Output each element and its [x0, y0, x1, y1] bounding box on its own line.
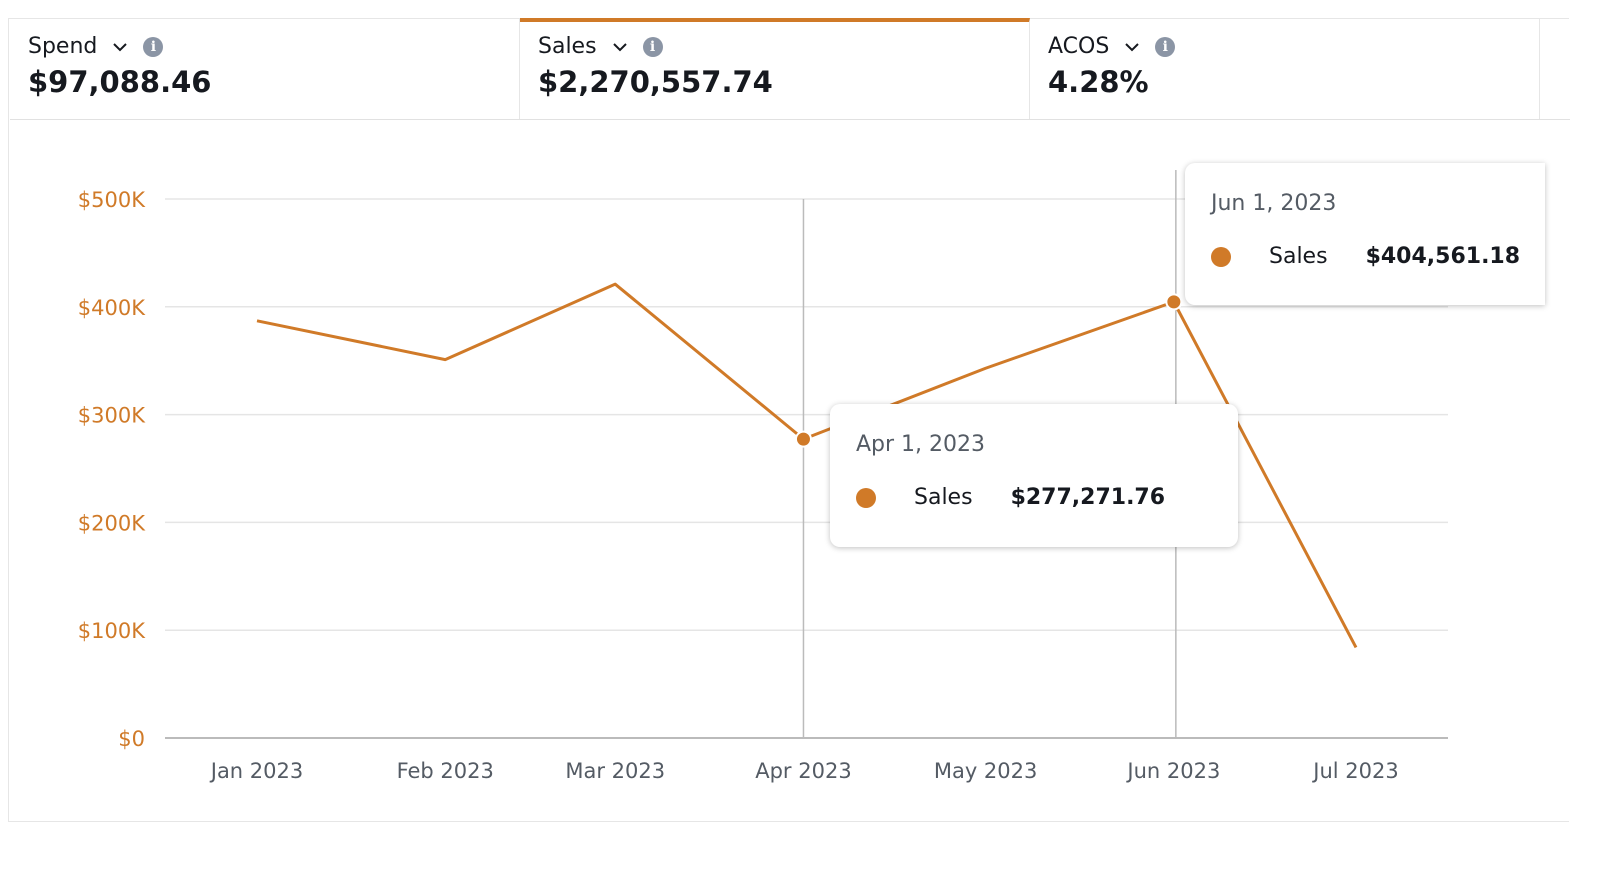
- y-tick-label: $200K: [78, 511, 146, 535]
- tooltip-series: Sales: [914, 485, 973, 510]
- series-dot-icon: [1211, 246, 1231, 267]
- x-tick-label: Jul 2023: [1311, 759, 1398, 783]
- metric-value: $97,088.46: [28, 65, 212, 99]
- y-tick-label: $400K: [78, 296, 146, 320]
- metric-tab-acos[interactable]: ACOS i 4.28%: [1030, 18, 1540, 119]
- tooltip-date: Apr 1, 2023: [856, 432, 986, 457]
- y-tick-label: $500K: [78, 188, 146, 212]
- data-point: [794, 430, 812, 448]
- y-tick-label: $300K: [78, 404, 146, 428]
- x-tick-label: Apr 2023: [755, 759, 851, 783]
- data-point: [1165, 293, 1183, 311]
- tooltip-apr: Apr 1, 2023 Sales $277,271.76: [830, 404, 1238, 547]
- metric-label: Spend: [28, 34, 98, 59]
- info-icon[interactable]: i: [143, 36, 164, 57]
- chevron-down-icon[interactable]: [611, 38, 629, 56]
- x-tick-label: Mar 2023: [565, 759, 665, 783]
- x-tick-label: Feb 2023: [397, 759, 494, 783]
- tooltip-jun: Jun 1, 2023 Sales $404,561.18: [1185, 163, 1545, 305]
- tooltip-series: Sales: [1269, 244, 1328, 269]
- metric-value: 4.28%: [1048, 65, 1149, 99]
- metric-label: ACOS: [1048, 34, 1110, 59]
- metric-label: Sales: [538, 34, 597, 59]
- info-icon[interactable]: i: [642, 36, 663, 57]
- x-tick-label: Jan 2023: [209, 759, 304, 783]
- x-tick-label: Jun 2023: [1125, 759, 1220, 783]
- info-icon[interactable]: i: [1155, 36, 1176, 57]
- series-dot-icon: [856, 487, 876, 508]
- y-tick-label: $0: [118, 727, 145, 751]
- x-tick-label: May 2023: [934, 759, 1038, 783]
- tooltip-value: $404,561.18: [1365, 244, 1521, 269]
- metric-value: $2,270,557.74: [538, 65, 773, 99]
- chevron-down-icon[interactable]: [111, 38, 129, 56]
- y-tick-label: $100K: [78, 619, 146, 643]
- metric-tab-spend[interactable]: Spend i $97,088.46: [10, 18, 520, 119]
- tooltip-date: Jun 1, 2023: [1211, 191, 1337, 216]
- chevron-down-icon[interactable]: [1123, 38, 1141, 56]
- tooltip-value: $277,271.76: [1010, 485, 1166, 510]
- metric-tabs: Spend i $97,088.46 Sales i $2,270,557.74…: [10, 18, 1570, 120]
- metric-tab-sales[interactable]: Sales i $2,270,557.74: [520, 18, 1030, 119]
